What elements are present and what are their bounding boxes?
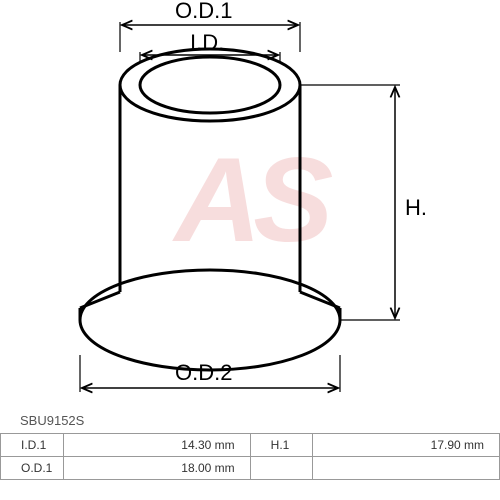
spec-label: I.D.1 bbox=[1, 434, 64, 457]
spec-label bbox=[250, 457, 312, 480]
spec-value bbox=[312, 457, 499, 480]
spec-value: 14.30 mm bbox=[63, 434, 250, 457]
bushing-diagram: O.D.1 I.D. O.D.2 H. bbox=[0, 0, 500, 410]
label-od1: O.D.1 bbox=[175, 0, 232, 24]
spec-value: 17.90 mm bbox=[312, 434, 499, 457]
label-od2: O.D.2 bbox=[175, 360, 232, 386]
spec-label: H.1 bbox=[250, 434, 312, 457]
spec-value: 18.00 mm bbox=[63, 457, 250, 480]
part-number: SBU9152S bbox=[20, 413, 84, 428]
spec-table: I.D.1 14.30 mm H.1 17.90 mm O.D.1 18.00 … bbox=[0, 433, 500, 480]
label-h: H. bbox=[405, 195, 427, 221]
table-row: O.D.1 18.00 mm bbox=[1, 457, 500, 480]
spec-label: O.D.1 bbox=[1, 457, 64, 480]
table-row: I.D.1 14.30 mm H.1 17.90 mm bbox=[1, 434, 500, 457]
label-id: I.D. bbox=[190, 30, 224, 56]
